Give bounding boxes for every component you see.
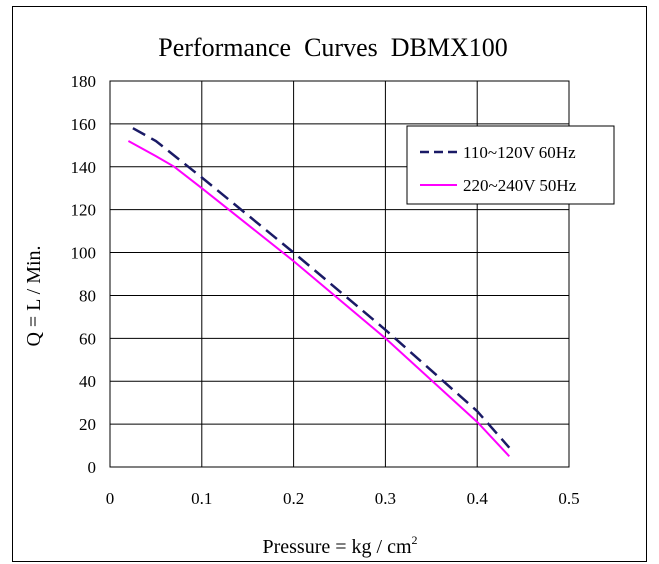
- y-tick-label: 180: [71, 72, 97, 91]
- series-layer: [127, 127, 511, 457]
- legend: 110~120V 60Hz 220~240V 50Hz: [406, 125, 615, 205]
- y-tick-label: 60: [79, 329, 96, 348]
- x-tick-label: 0.5: [558, 489, 579, 508]
- x-axis-label-superscript: 2: [412, 533, 418, 547]
- x-tick-label: 0.2: [283, 489, 304, 508]
- x-tick-label: 0.3: [375, 489, 396, 508]
- series-line-0: [132, 127, 511, 449]
- y-tick-label: 120: [71, 201, 97, 220]
- x-tick-label: 0: [106, 489, 115, 508]
- chart-frame: [12, 6, 647, 562]
- y-tick-label: 160: [71, 115, 97, 134]
- y-tick-label: 140: [71, 158, 97, 177]
- legend-label-110-120v: 110~120V 60Hz: [463, 143, 576, 162]
- x-tick-labels: 0 0.1 0.2 0.3 0.4 0.5: [106, 489, 580, 508]
- y-axis-label: Q = L / Min.: [23, 245, 45, 346]
- legend-box: [406, 125, 615, 205]
- x-tick-label: 0.1: [191, 489, 212, 508]
- y-tick-labels: 0 20 40 60 80 100 120 140 160 180: [71, 72, 97, 477]
- y-tick-label: 80: [79, 286, 96, 305]
- y-tick-label: 40: [79, 372, 96, 391]
- x-tick-label: 0.4: [467, 489, 489, 508]
- x-axis-label-text: Pressure = kg / cm: [262, 536, 411, 558]
- plot-area: [109, 80, 570, 468]
- legend-label-220-240v: 220~240V 50Hz: [463, 176, 577, 195]
- y-tick-label: 100: [71, 244, 97, 263]
- series-line-1: [127, 140, 511, 457]
- y-tick-label: 0: [88, 458, 97, 477]
- x-axis-label: Pressure = kg / cm2: [262, 533, 417, 558]
- chart-title: Performance Curves DBMX100: [158, 33, 508, 62]
- y-tick-label: 20: [79, 415, 96, 434]
